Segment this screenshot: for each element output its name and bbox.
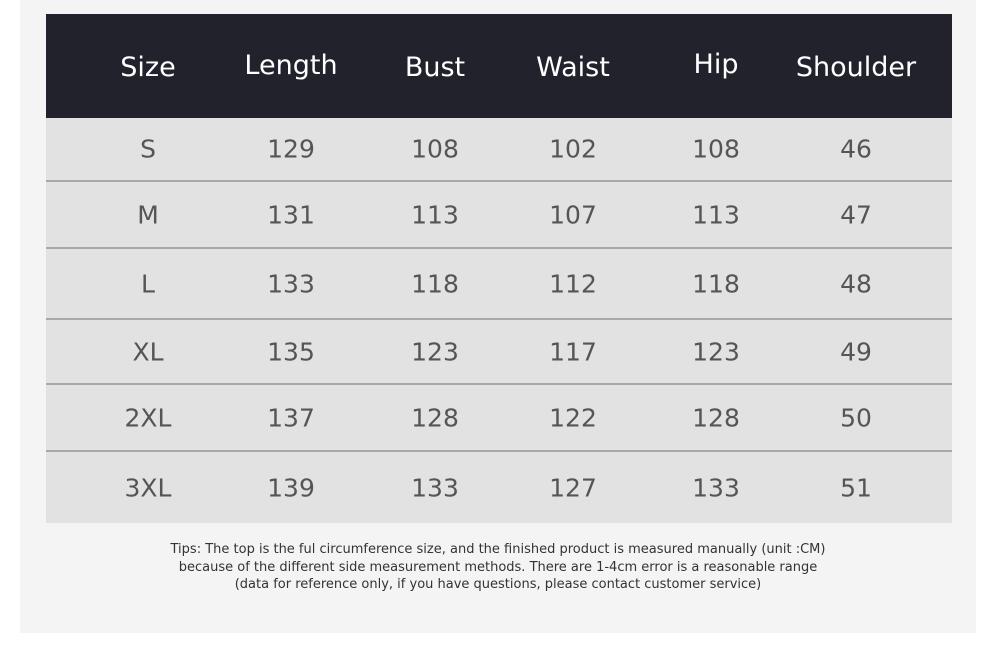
cell-hip: 113 [692,200,740,229]
column-header-bust: Bust [404,52,466,83]
cell-waist: 112 [549,269,597,298]
cell-shoulder: 48 [840,269,872,298]
cell-length: 139 [267,473,315,502]
column-header-shoulder: Shoulder [795,52,917,83]
table-body: S 129 108 102 108 46 M 131 113 107 113 47 L 133 118 112… [46,118,952,523]
table-row: L 133 118 112 118 48 [46,249,952,320]
table-row: XL 135 123 117 123 49 [46,320,952,385]
table-row: 3XL 139 133 127 133 51 [46,452,952,523]
table-row: 2XL 137 128 122 128 50 [46,385,952,452]
cell-hip: 108 [692,134,740,164]
cell-size: 3XL [124,473,172,502]
cell-shoulder: 50 [840,403,872,432]
cell-waist: 107 [549,200,597,229]
cell-hip: 128 [692,403,740,432]
cell-size: XL [132,337,164,366]
cell-bust: 118 [411,269,459,298]
column-header-waist: Waist [536,52,610,83]
cell-length: 135 [267,337,315,366]
cell-hip: 123 [692,337,740,366]
cell-shoulder: 49 [840,337,872,366]
cell-shoulder: 46 [840,134,872,164]
cell-length: 137 [267,403,315,432]
cell-waist: 122 [549,403,597,432]
column-header-hip: Hip [693,49,739,80]
size-chart-table: Size Length Bust Waist Hip Shoulder S 129 108 10… [46,14,952,523]
cell-hip: 118 [692,269,740,298]
cell-waist: 127 [549,473,597,502]
cell-length: 133 [267,269,315,298]
cell-shoulder: 51 [840,473,872,502]
cell-waist: 117 [549,337,597,366]
cell-hip: 133 [692,473,740,502]
tips-line: (data for reference only, if you have qu… [234,577,762,592]
tips-line: because of the different side measuremen… [178,559,818,575]
column-header-length: Length [244,50,338,81]
cell-length: 131 [267,200,315,229]
column-header-size: Size [120,52,176,83]
tips-text: Tips: The top is the ful circumference s… [0,541,996,594]
cell-waist: 102 [549,134,597,164]
cell-size: S [140,134,156,164]
cell-bust: 128 [411,403,459,432]
cell-size: 2XL [124,403,172,432]
cell-length: 129 [267,134,315,164]
cell-bust: 133 [411,473,459,502]
tips-line: Tips: The top is the ful circumference s… [170,542,826,557]
cell-size: M [137,200,159,229]
table-row: S 129 108 102 108 46 [46,118,952,182]
cell-bust: 108 [411,134,459,164]
cell-size: L [141,269,155,298]
cell-bust: 113 [411,200,459,229]
table-row: M 131 113 107 113 47 [46,182,952,249]
cell-bust: 123 [411,337,459,366]
table-header: Size Length Bust Waist Hip Shoulder [46,14,952,118]
cell-shoulder: 47 [840,200,872,229]
